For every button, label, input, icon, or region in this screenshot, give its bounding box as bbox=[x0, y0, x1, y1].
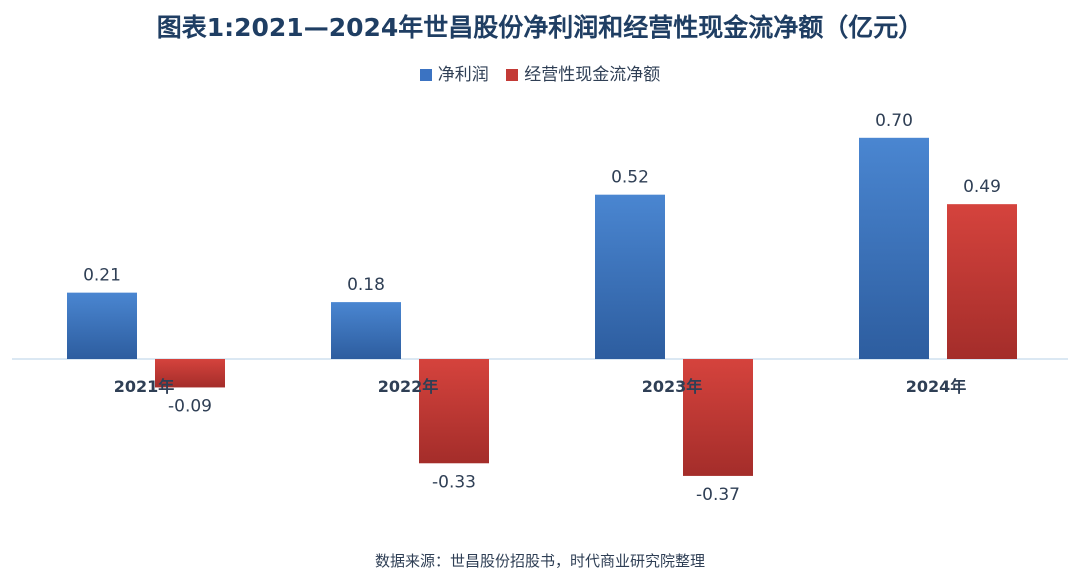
data-label-op-cash-flow-2022: -0.33 bbox=[432, 472, 476, 492]
legend-label-net-profit: 净利润 bbox=[437, 65, 489, 85]
bar-op-cash-flow-2023 bbox=[683, 359, 753, 476]
legend-swatch-op-cash-flow bbox=[506, 69, 519, 81]
source-note: 数据来源：世昌股份招股书，时代商业研究院整理 bbox=[374, 552, 705, 570]
data-label-net-profit-2022: 0.18 bbox=[347, 275, 385, 295]
data-label-net-profit-2024: 0.70 bbox=[875, 111, 913, 131]
x-tick-label-2021: 2021年 bbox=[114, 377, 175, 396]
x-tick-label-2023: 2023年 bbox=[642, 377, 703, 396]
legend-item-op-cash-flow: 经营性现金流净额 bbox=[506, 60, 660, 85]
bar-net-profit-2021 bbox=[67, 292, 137, 359]
data-label-net-profit-2023: 0.52 bbox=[611, 168, 649, 188]
bar-net-profit-2023 bbox=[595, 194, 665, 359]
bar-net-profit-2022 bbox=[331, 302, 401, 359]
bar-op-cash-flow-2022 bbox=[419, 359, 489, 464]
bar-op-cash-flow-2021 bbox=[155, 359, 225, 388]
bar-op-cash-flow-2024 bbox=[947, 204, 1017, 359]
chart-title: 图表1:2021—2024年世昌股份净利润和经营性现金流净额（亿元） bbox=[156, 13, 924, 42]
data-label-op-cash-flow-2024: 0.49 bbox=[963, 177, 1001, 197]
legend: 净利润 经营性现金流净额 bbox=[0, 60, 1080, 85]
legend-swatch-net-profit bbox=[419, 69, 432, 81]
data-label-op-cash-flow-2023: -0.37 bbox=[696, 485, 740, 505]
bar-net-profit-2024 bbox=[859, 137, 929, 359]
legend-label-op-cash-flow: 经营性现金流净额 bbox=[524, 65, 661, 85]
legend-item-net-profit: 净利润 bbox=[419, 60, 489, 85]
data-label-op-cash-flow-2021: -0.09 bbox=[168, 396, 212, 416]
x-tick-label-2024: 2024年 bbox=[906, 377, 967, 396]
data-label-net-profit-2021: 0.21 bbox=[83, 266, 121, 286]
x-tick-label-2022: 2022年 bbox=[378, 377, 439, 396]
